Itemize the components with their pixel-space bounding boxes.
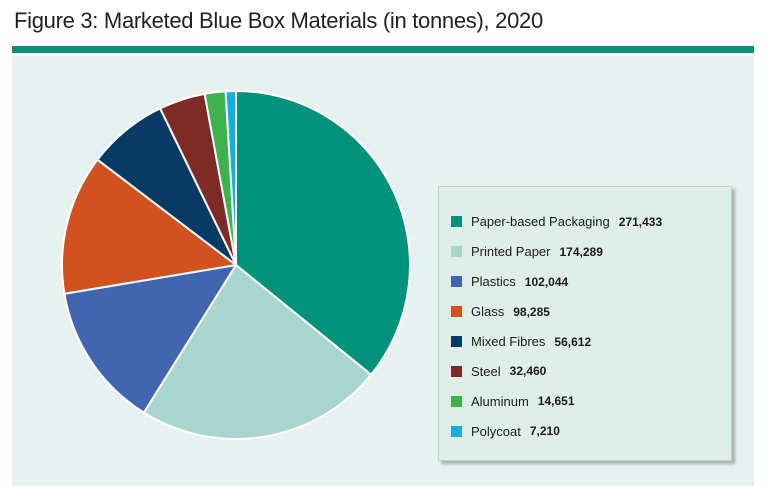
legend-item-paper-based-packaging: Paper-based Packaging 271,433 [451, 207, 662, 237]
legend-item-steel: Steel 32,460 [451, 356, 662, 386]
legend-value: 102,044 [524, 274, 569, 289]
legend-label: Aluminum [471, 393, 529, 409]
pie-slice-printed-paper [142, 264, 373, 440]
legend-swatch [451, 336, 462, 347]
legend-label: Paper-based Packaging [471, 214, 610, 230]
legend-list: Paper-based Packaging 271,433 Printed Pape… [451, 207, 662, 446]
legend-swatch [451, 306, 462, 318]
legend-swatch [451, 246, 462, 258]
legend-item-polycoat: Polycoat 7,210 [451, 416, 662, 446]
pie-slice-plastics [63, 264, 237, 414]
legend-swatch [451, 395, 462, 407]
legend-label: Plastics [471, 274, 516, 290]
legend-label: Glass [471, 304, 505, 320]
legend-swatch [451, 276, 462, 288]
pie-slice-paper-based-packaging [235, 90, 411, 376]
legend-item-mixed-fibres: Mixed Fibres 56,612 [451, 327, 662, 357]
figure-title: Figure 3: Marketed Blue Box Materials (i… [14, 8, 543, 33]
legend-item-glass: Glass 98,285 [451, 297, 662, 327]
legend-value: 14,651 [537, 394, 575, 409]
legend-label: Polycoat [471, 423, 521, 439]
legend-item-printed-paper: Printed Paper 174,289 [451, 237, 662, 267]
legend-label: Steel [471, 363, 501, 379]
legend-value: 271,433 [618, 214, 663, 229]
legend-value: 32,460 [509, 364, 547, 379]
legend: Paper-based Packaging 271,433 Printed Pape… [438, 186, 732, 461]
legend-label: Mixed Fibres [471, 334, 546, 349]
pie-slice-polycoat [224, 89, 237, 266]
legend-swatch [451, 216, 462, 228]
legend-swatch [451, 425, 462, 437]
title-rule [12, 46, 754, 53]
chart-panel: Paper-based Packaging 271,433 Printed Pape… [12, 56, 754, 486]
legend-item-aluminum: Aluminum 14,651 [451, 386, 662, 416]
legend-value: 98,285 [513, 304, 550, 319]
legend-value: 56,612 [554, 334, 592, 349]
legend-swatch [451, 365, 462, 377]
pie-chart [61, 89, 411, 440]
pie-slice-glass [61, 158, 237, 295]
legend-value: 7,210 [529, 424, 560, 439]
legend-label: Printed Paper [471, 244, 551, 260]
legend-item-plastics: Plastics 102,044 [451, 267, 662, 297]
legend-value: 174,289 [559, 244, 603, 259]
